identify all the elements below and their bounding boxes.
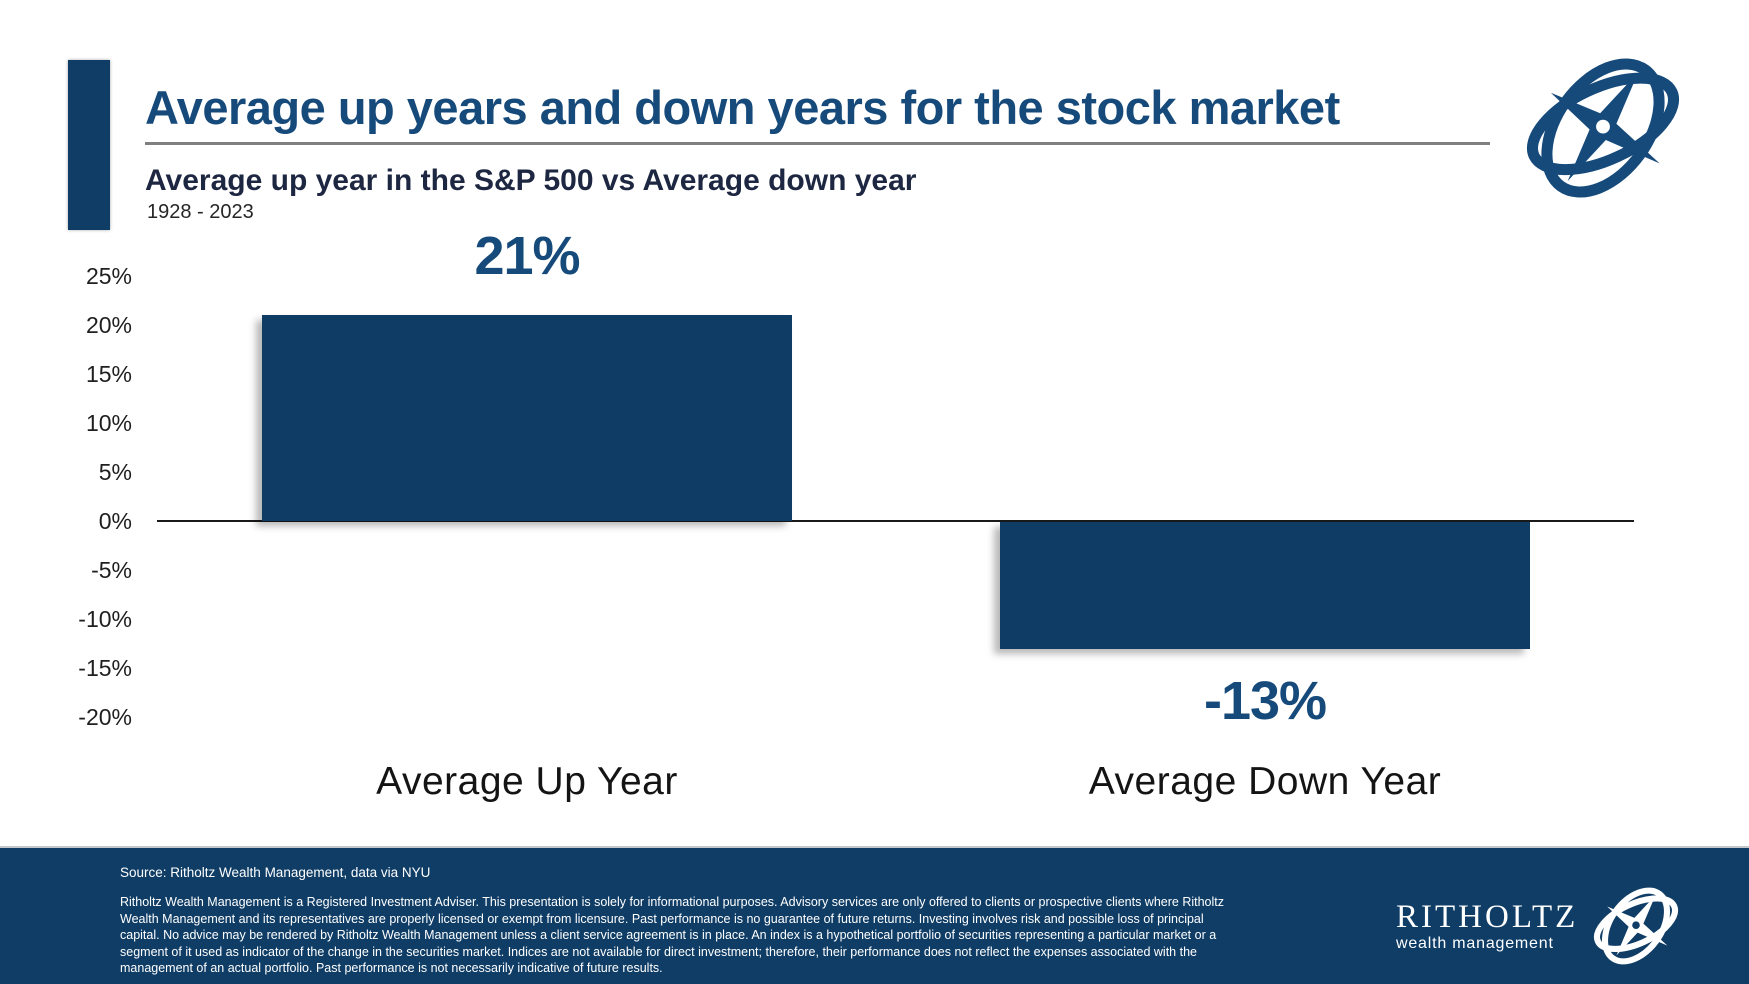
bar-value-label: -13% bbox=[1203, 671, 1327, 732]
y-axis-tick-label: 10% bbox=[85, 410, 132, 436]
footer: Source: Ritholtz Wealth Management, data… bbox=[0, 846, 1749, 984]
y-axis-tick-label: 25% bbox=[85, 263, 132, 289]
brand-tagline: wealth management bbox=[1396, 934, 1554, 952]
ritholtz-compass-icon bbox=[1526, 58, 1680, 198]
y-axis-tick-label: -5% bbox=[91, 557, 132, 583]
date-range: 1928 - 2023 bbox=[147, 201, 254, 223]
y-axis-tick-label: -15% bbox=[78, 655, 132, 681]
brand-lockup: RITHOLTZ wealth management bbox=[1396, 884, 1684, 968]
accent-bar bbox=[68, 60, 110, 230]
bar-value-label: 21% bbox=[474, 226, 580, 287]
x-axis-category-label: Average Up Year bbox=[376, 760, 678, 803]
bar-average-down-year bbox=[1000, 522, 1530, 650]
ritholtz-compass-icon bbox=[1594, 887, 1679, 965]
y-axis-tick-label: 5% bbox=[98, 459, 132, 485]
chart-subtitle: Average up year in the S&P 500 vs Averag… bbox=[145, 164, 917, 197]
x-axis-category-label: Average Down Year bbox=[1088, 760, 1442, 803]
bar-average-up-year bbox=[262, 315, 792, 521]
brand-text: RITHOLTZ wealth management bbox=[1396, 900, 1578, 953]
y-axis-tick-label: -10% bbox=[78, 606, 132, 632]
source-note: Source: Ritholtz Wealth Management, data… bbox=[120, 865, 431, 880]
y-axis-tick-label: -20% bbox=[78, 704, 132, 730]
y-axis-tick-label: 15% bbox=[85, 361, 132, 387]
x-axis-line bbox=[157, 520, 1634, 522]
bar-chart: 25% 20% 15% 10% 5% 0% -5% -10% -15% -20% 21% Averag… bbox=[78, 226, 1634, 803]
page-title: Average up years and down years for the … bbox=[145, 81, 1340, 134]
y-axis-tick-label: 20% bbox=[85, 312, 132, 338]
disclaimer-text: Ritholtz Wealth Management is a Register… bbox=[120, 895, 1224, 975]
brand-name: RITHOLTZ bbox=[1396, 898, 1579, 935]
y-axis-tick-label: 0% bbox=[98, 508, 132, 534]
title-divider bbox=[145, 142, 1490, 145]
